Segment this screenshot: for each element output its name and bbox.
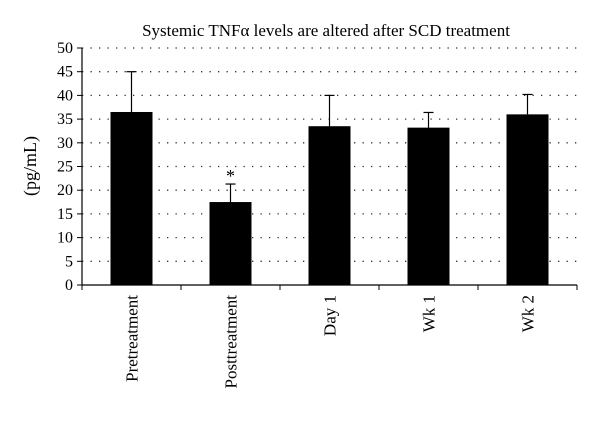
y-axis-label: (pg/mL): [20, 136, 41, 196]
chart-title: Systemic TNFα levels are altered after S…: [142, 21, 510, 40]
significance-marker: *: [226, 166, 235, 186]
y-tick-label: 35: [57, 111, 73, 128]
y-tick-label: 40: [57, 87, 73, 104]
x-tick-label: Posttreatment: [222, 295, 241, 389]
y-tick-label: 15: [57, 206, 73, 223]
axes: 0 5 10 15 20 25 30 35 40 45 50 Pretreatment Posttrea…: [57, 40, 578, 389]
y-tick-label: 20: [57, 182, 73, 199]
bar: [209, 202, 252, 285]
y-tick-label: 0: [65, 277, 73, 294]
y-tick-label: 30: [57, 135, 73, 152]
y-tick-label: 5: [65, 253, 73, 270]
x-tick-label: Pretreatment: [123, 295, 142, 382]
x-tick-label: Wk 2: [519, 295, 538, 332]
x-tick-label: Wk 1: [420, 295, 439, 332]
bar: [407, 127, 450, 285]
y-tick-label: 10: [57, 230, 73, 247]
y-tick-label: 50: [57, 40, 73, 57]
bars: *: [110, 71, 549, 286]
bar: [308, 126, 351, 286]
bar: [110, 111, 153, 286]
y-tick-label: 45: [57, 64, 73, 81]
bar: [506, 114, 549, 285]
x-tick-label: Day 1: [321, 295, 340, 336]
y-tick-label: 25: [57, 159, 73, 176]
